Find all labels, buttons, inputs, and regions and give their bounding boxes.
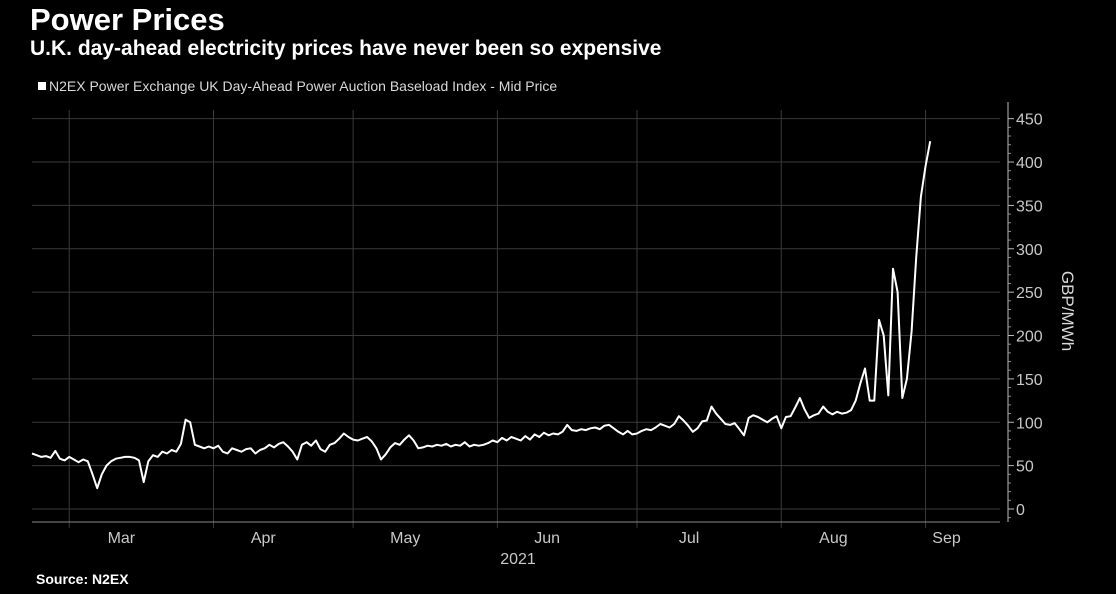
y-tick-label: 150 (1016, 372, 1043, 389)
chart-subtitle: U.K. day-ahead electricity prices have n… (30, 37, 662, 60)
y-axis: 0 50 100 150 200 250 300 350 400 450 (1007, 102, 1043, 522)
grid (32, 110, 1000, 528)
x-tick-label: Mar (108, 530, 136, 547)
x-tick-label: Jun (534, 530, 560, 547)
year-label: 2021 (500, 551, 536, 568)
y-tick-label: 400 (1016, 155, 1043, 172)
y-tick-label: 0 (1016, 502, 1025, 519)
x-tick-label: Sep (932, 530, 961, 547)
series-line (31, 141, 932, 490)
y-tick-label: 250 (1016, 285, 1043, 302)
y-tick-label: 300 (1016, 242, 1043, 259)
legend-label: N2EX Power Exchange UK Day-Ahead Power A… (49, 78, 558, 94)
chart-title: Power Prices (30, 2, 225, 37)
y-tick-label: 50 (1016, 459, 1034, 476)
y-tick-label: 450 (1016, 112, 1043, 129)
x-tick-label: Apr (251, 530, 277, 547)
source-note: Source: N2EX (36, 571, 129, 587)
x-tick-label: Aug (819, 530, 847, 547)
y-tick-label: 350 (1016, 198, 1043, 215)
y-tick-label: 100 (1016, 415, 1043, 432)
x-tick-label: May (390, 530, 420, 547)
series (31, 141, 932, 490)
y-axis-label: GBP/MWh (1058, 271, 1077, 351)
x-tick-label: Jul (679, 530, 699, 547)
legend-swatch (38, 82, 46, 90)
y-tick-label: 200 (1016, 329, 1043, 346)
legend: N2EX Power Exchange UK Day-Ahead Power A… (38, 78, 557, 94)
x-axis: Mar Apr May Jun Jul Aug Sep (32, 521, 1000, 547)
